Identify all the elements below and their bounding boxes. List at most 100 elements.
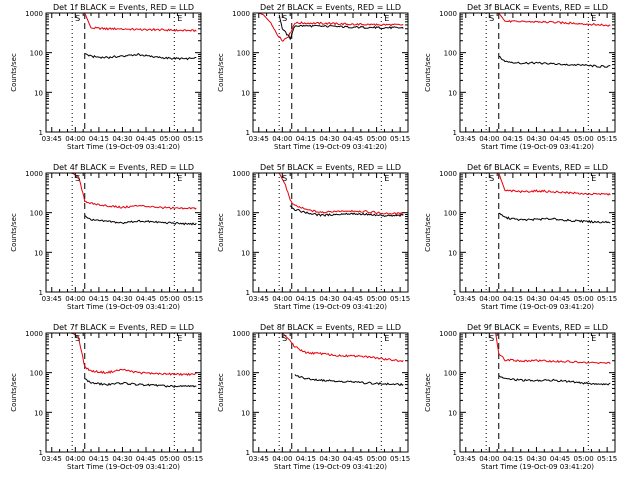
x-tick-label: 04:15: [89, 295, 109, 303]
plot-frame: [459, 172, 616, 293]
x-tick-label: 03:45: [249, 455, 269, 463]
x-tick-label: 05:15: [183, 455, 203, 463]
x-tick-label: 04:30: [319, 295, 339, 303]
x-tick-label: 05:00: [159, 455, 179, 463]
x-tick-label: 03:45: [249, 135, 269, 143]
x-tick-label: 05:00: [573, 295, 593, 303]
x-tick-label: 03:45: [456, 455, 476, 463]
y-tick-label: 1000: [25, 170, 43, 178]
y-tick-label: 100: [444, 370, 457, 378]
y-tick-label: 1000: [232, 330, 250, 338]
y-tick-label: 1000: [439, 330, 457, 338]
plot-frame: [45, 12, 202, 133]
x-tick-label: 05:15: [183, 295, 203, 303]
x-tick-label: 04:00: [479, 455, 499, 463]
panel-title: Det 6f BLACK = Events, RED = LLD: [467, 163, 608, 172]
marker-label-s: S: [75, 14, 80, 23]
series-line-lld: [495, 333, 611, 365]
series-group: [278, 173, 404, 217]
plot-frame: [45, 332, 202, 453]
panel-title: Det 8f BLACK = Events, RED = LLD: [260, 323, 401, 332]
marker-label-s: S: [489, 334, 494, 343]
x-tick-label: 04:30: [112, 295, 132, 303]
series-line-events: [84, 378, 197, 388]
series-line-events: [294, 374, 404, 387]
panel-title: Det 4f BLACK = Events, RED = LLD: [53, 163, 194, 172]
x-tick-label: 04:45: [550, 455, 570, 463]
x-tick-label: 05:15: [597, 455, 617, 463]
x-axis-label: Start Time (19-Oct-09 03:41:20): [481, 463, 594, 471]
series-line-lld: [71, 173, 197, 210]
x-tick-label: 04:30: [526, 455, 546, 463]
x-tick-label: 04:15: [89, 455, 109, 463]
x-axis-label: Start Time (19-Oct-09 03:41:20): [274, 143, 387, 151]
marker-label-e: E: [384, 14, 389, 23]
panel-title: Det 7f BLACK = Events, RED = LLD: [53, 323, 194, 332]
series-line-lld: [281, 333, 404, 363]
marker-label-s: S: [75, 334, 80, 343]
x-tick-label: 04:30: [112, 135, 132, 143]
series-line-events: [498, 212, 611, 224]
x-tick-label: 05:15: [390, 295, 410, 303]
marker-label-e: E: [177, 14, 182, 23]
y-axis-label: Counts/sec: [10, 53, 18, 92]
y-axis-label: Counts/sec: [217, 213, 225, 252]
x-tick-label: 03:45: [456, 295, 476, 303]
series-line-events: [498, 375, 611, 386]
y-tick-label: 10: [241, 249, 250, 257]
x-tick-label: 04:45: [550, 295, 570, 303]
y-tick-label: 100: [30, 210, 43, 218]
x-tick-label: 04:15: [503, 135, 523, 143]
series-line-lld: [71, 333, 197, 377]
y-tick-label: 10: [448, 249, 457, 257]
x-tick-label: 04:45: [136, 455, 156, 463]
y-tick-label: 10: [34, 409, 43, 417]
plot-frame: [252, 332, 409, 453]
x-axis-label: Start Time (19-Oct-09 03:41:20): [274, 463, 387, 471]
y-tick-label: 1: [453, 129, 457, 137]
x-tick-label: 03:45: [456, 135, 476, 143]
series-group: [498, 173, 611, 224]
series-group: [281, 333, 404, 387]
y-tick-label: 1: [39, 449, 43, 457]
x-tick-label: 05:15: [183, 135, 203, 143]
panel-title: Det 5f BLACK = Events, RED = LLD: [260, 163, 401, 172]
marker-label-e: E: [591, 334, 596, 343]
x-tick-label: 05:15: [597, 295, 617, 303]
series-line-lld: [498, 173, 611, 196]
series-line-lld: [258, 13, 404, 42]
y-tick-label: 1000: [25, 330, 43, 338]
series-line-events: [498, 55, 611, 68]
y-tick-label: 1: [453, 289, 457, 297]
series-line-events: [84, 215, 197, 226]
series-line-lld: [498, 13, 611, 27]
x-axis-label: Start Time (19-Oct-09 03:41:20): [67, 303, 180, 311]
marker-label-s: S: [75, 174, 80, 183]
x-tick-label: 04:30: [319, 455, 339, 463]
x-tick-label: 04:15: [296, 455, 316, 463]
y-tick-label: 100: [237, 210, 250, 218]
y-tick-label: 1000: [439, 170, 457, 178]
y-tick-label: 1: [246, 449, 250, 457]
x-tick-label: 04:45: [343, 135, 363, 143]
x-tick-label: 03:45: [42, 135, 62, 143]
y-tick-label: 100: [444, 50, 457, 58]
x-tick-label: 04:00: [65, 135, 85, 143]
y-axis-label: Counts/sec: [424, 53, 432, 92]
y-tick-label: 1: [453, 449, 457, 457]
x-tick-label: 05:00: [159, 135, 179, 143]
y-tick-label: 1: [39, 289, 43, 297]
panel-title: Det 1f BLACK = Events, RED = LLD: [53, 3, 194, 12]
panel-title: Det 2f BLACK = Events, RED = LLD: [260, 3, 401, 12]
y-tick-label: 1000: [439, 10, 457, 18]
x-tick-label: 04:45: [136, 295, 156, 303]
x-axis-label: Start Time (19-Oct-09 03:41:20): [67, 463, 180, 471]
y-axis-label: Counts/sec: [10, 213, 18, 252]
series-line-lld: [278, 173, 404, 216]
